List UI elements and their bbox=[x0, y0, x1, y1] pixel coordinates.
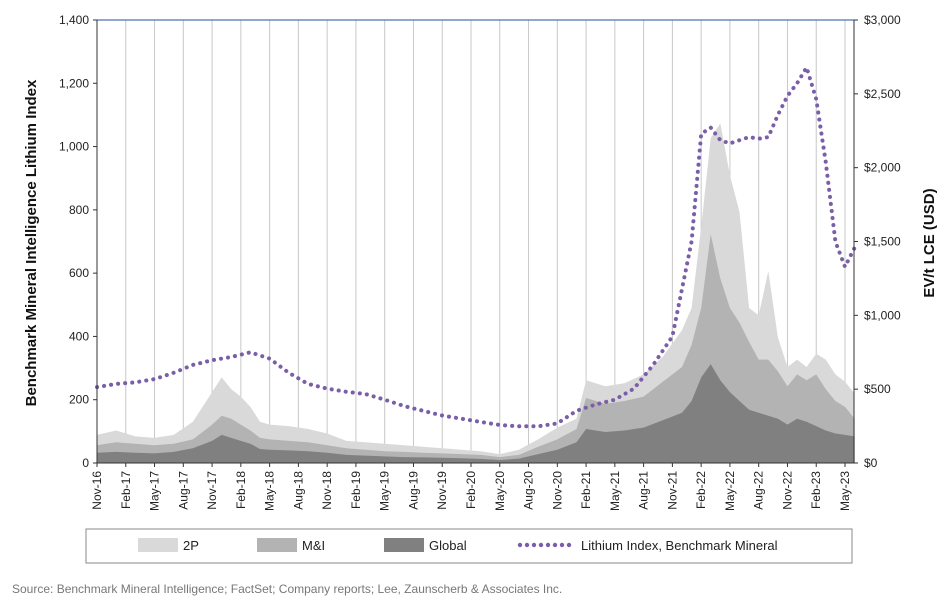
x-tick-label: Aug-19 bbox=[406, 471, 420, 510]
x-tick-label: Aug-21 bbox=[637, 471, 651, 510]
y-tick-label: 600 bbox=[69, 266, 89, 280]
legend-dot bbox=[545, 542, 551, 548]
y2-tick-label: $1,500 bbox=[864, 235, 901, 249]
legend-label: 2P bbox=[183, 538, 199, 553]
y2-tick-label: $1,000 bbox=[864, 308, 901, 322]
left-axis-title: Benchmark Mineral Intelligence Lithium I… bbox=[23, 79, 40, 406]
area-m-i bbox=[97, 234, 855, 463]
y2-tick-label: $3,000 bbox=[864, 13, 901, 27]
x-tick-label: Feb-17 bbox=[119, 471, 133, 509]
x-tick-label: Aug-17 bbox=[176, 471, 190, 510]
x-tick-label: Feb-18 bbox=[234, 471, 248, 509]
legend-swatch bbox=[138, 538, 178, 552]
x-tick-label: May-17 bbox=[148, 471, 162, 511]
legend-label: M&I bbox=[302, 538, 325, 553]
x-tick-label: May-18 bbox=[263, 471, 277, 511]
left-y-tick-labels: 0 200 400 600 800 1,000 1,200 1,400 bbox=[59, 13, 97, 470]
legend-dot bbox=[531, 542, 537, 548]
x-tick-label: May-21 bbox=[608, 471, 622, 511]
x-tick-label: Nov-20 bbox=[550, 471, 564, 510]
y2-tick-label: $0 bbox=[864, 456, 878, 470]
area-global bbox=[97, 364, 855, 463]
y2-tick-label: $500 bbox=[864, 382, 891, 396]
x-tick-label: May-22 bbox=[723, 471, 737, 511]
y-tick-label: 1,400 bbox=[59, 13, 89, 27]
x-tick-label: May-20 bbox=[493, 471, 507, 511]
x-tick-label: May-23 bbox=[838, 471, 852, 511]
x-tick-label: Aug-18 bbox=[291, 471, 305, 510]
legend-dot bbox=[538, 542, 544, 548]
y-tick-label: 800 bbox=[69, 203, 89, 217]
legend-label: Global bbox=[429, 538, 467, 553]
x-tick-label: Nov-22 bbox=[780, 471, 794, 510]
legend-dot bbox=[559, 542, 565, 548]
y-tick-label: 1,000 bbox=[59, 140, 89, 154]
x-tick-label: Feb-19 bbox=[349, 471, 363, 509]
right-y-tick-labels: $0 $500 $1,000 $1,500 $2,000 $2,500 $3,000 bbox=[854, 13, 901, 470]
x-tick-label: Nov-21 bbox=[665, 471, 679, 510]
area-2p bbox=[97, 123, 855, 464]
legend: 2P M&I Global Lithium Index, Benchmark Mine… bbox=[85, 528, 853, 564]
legend-box bbox=[85, 528, 853, 564]
legend-label: Lithium Index, Benchmark Mineral bbox=[581, 538, 778, 553]
y-tick-label: 1,200 bbox=[59, 76, 89, 90]
x-tick-label: Feb-20 bbox=[464, 471, 478, 509]
y-tick-label: 400 bbox=[69, 329, 89, 343]
x-tick-labels: Nov-16 Feb-17 May-17 Aug-17 Nov-17 Feb-18 May-… bbox=[90, 463, 852, 511]
line-series bbox=[95, 62, 857, 429]
x-tick-label: Aug-20 bbox=[522, 471, 536, 510]
source-note: Source: Benchmark Mineral Intelligence; … bbox=[12, 582, 563, 596]
legend-dot bbox=[517, 542, 523, 548]
area-series bbox=[97, 123, 855, 464]
y2-tick-label: $2,000 bbox=[864, 161, 901, 175]
legend-dot bbox=[524, 542, 530, 548]
x-tick-label: Feb-22 bbox=[694, 471, 708, 509]
x-tick-label: Nov-17 bbox=[205, 471, 219, 510]
y-tick-label: 0 bbox=[82, 456, 89, 470]
x-tick-label: Feb-21 bbox=[579, 471, 593, 509]
line-lithium-index bbox=[95, 62, 857, 429]
x-tick-label: May-19 bbox=[378, 471, 392, 511]
x-tick-label: Nov-19 bbox=[435, 471, 449, 510]
legend-swatch bbox=[384, 538, 424, 552]
y2-tick-label: $2,500 bbox=[864, 87, 901, 101]
x-tick-label: Nov-18 bbox=[320, 471, 334, 510]
x-tick-label: Nov-16 bbox=[90, 471, 104, 510]
legend-dot bbox=[552, 542, 558, 548]
legend-swatch bbox=[257, 538, 297, 552]
x-tick-label: Aug-22 bbox=[752, 471, 766, 510]
y-tick-label: 200 bbox=[69, 393, 89, 407]
right-axis-title: EV/t LCE (USD) bbox=[921, 188, 938, 297]
legend-dot bbox=[566, 542, 572, 548]
x-tick-label: Feb-23 bbox=[809, 471, 823, 509]
